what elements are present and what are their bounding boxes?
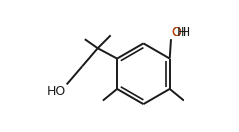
Text: HO: HO (47, 85, 66, 98)
Text: OH: OH (172, 25, 191, 39)
Text: O: O (172, 25, 181, 39)
Text: H: H (177, 25, 186, 39)
